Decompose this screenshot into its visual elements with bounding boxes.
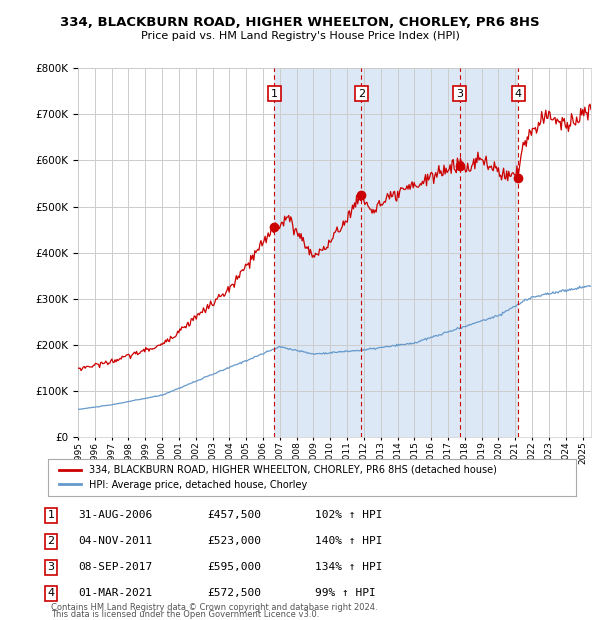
Text: 1: 1	[271, 89, 278, 99]
Text: 04-NOV-2011: 04-NOV-2011	[78, 536, 152, 546]
Text: £572,500: £572,500	[207, 588, 261, 598]
Text: 102% ↑ HPI: 102% ↑ HPI	[315, 510, 383, 520]
Text: Contains HM Land Registry data © Crown copyright and database right 2024.: Contains HM Land Registry data © Crown c…	[51, 603, 377, 612]
Text: 4: 4	[47, 588, 55, 598]
Text: £523,000: £523,000	[207, 536, 261, 546]
Text: Price paid vs. HM Land Registry's House Price Index (HPI): Price paid vs. HM Land Registry's House …	[140, 31, 460, 41]
Legend: 334, BLACKBURN ROAD, HIGHER WHEELTON, CHORLEY, PR6 8HS (detached house), HPI: Av: 334, BLACKBURN ROAD, HIGHER WHEELTON, CH…	[56, 461, 500, 494]
Text: 01-MAR-2021: 01-MAR-2021	[78, 588, 152, 598]
Text: 334, BLACKBURN ROAD, HIGHER WHEELTON, CHORLEY, PR6 8HS: 334, BLACKBURN ROAD, HIGHER WHEELTON, CH…	[60, 16, 540, 29]
Text: 08-SEP-2017: 08-SEP-2017	[78, 562, 152, 572]
Text: 140% ↑ HPI: 140% ↑ HPI	[315, 536, 383, 546]
Text: 3: 3	[456, 89, 463, 99]
Bar	[274, 68, 518, 437]
Text: This data is licensed under the Open Government Licence v3.0.: This data is licensed under the Open Gov…	[51, 610, 319, 619]
Text: 3: 3	[47, 562, 55, 572]
Text: £595,000: £595,000	[207, 562, 261, 572]
Text: 2: 2	[47, 536, 55, 546]
Text: £457,500: £457,500	[207, 510, 261, 520]
Text: 1: 1	[47, 510, 55, 520]
Text: 4: 4	[515, 89, 522, 99]
Text: 99% ↑ HPI: 99% ↑ HPI	[315, 588, 376, 598]
Text: 134% ↑ HPI: 134% ↑ HPI	[315, 562, 383, 572]
Text: 31-AUG-2006: 31-AUG-2006	[78, 510, 152, 520]
Text: 2: 2	[358, 89, 365, 99]
